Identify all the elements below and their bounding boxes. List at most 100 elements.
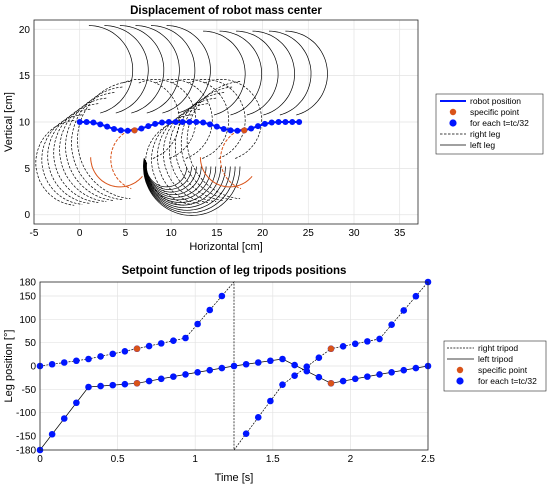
bottom-y-tick-label: 150: [19, 292, 36, 303]
left-tripod-sample-point: [291, 361, 298, 369]
specific-leg-curve: [110, 127, 137, 190]
top-x-axis-label: Horizontal [cm]: [189, 241, 262, 253]
specific-leg-curve: [90, 157, 143, 188]
legend-swatch-specific-point-2: [456, 366, 464, 374]
left-tripod-sample-point: [230, 362, 238, 370]
top-grid: [33, 20, 418, 224]
bottom-x-tick-label: 1.5: [266, 454, 280, 465]
robot-position-point: [186, 119, 193, 125]
top-x-tick-label: -5: [30, 228, 39, 239]
top-x-tick-label: 15: [211, 228, 223, 239]
right-tripod-sample-point: [60, 359, 68, 366]
left-leg-curve: [143, 157, 241, 216]
robot-position-point: [275, 119, 282, 125]
robot-position-point: [213, 123, 220, 130]
robot-position-point: [289, 119, 296, 125]
robot-position-point: [159, 119, 165, 126]
bottom-x-tick-label: 1: [192, 454, 198, 465]
bottom-y-tick-label: -150: [16, 432, 36, 443]
legend-swatch-each-t-2: [456, 377, 464, 385]
robot-position-point: [145, 123, 152, 130]
left-tripod-sample-point: [157, 375, 165, 383]
left-tripod-sample-point: [303, 367, 311, 375]
legend-right-leg: right leg: [470, 129, 501, 139]
left-tripod-sample-point: [109, 381, 117, 389]
right-leg-curve: [138, 79, 197, 159]
right-tripod-sample-point: [97, 353, 104, 360]
left-tripod-sample-point: [254, 359, 262, 366]
robot-position-point: [152, 120, 159, 127]
specific-leg-curve: [199, 157, 253, 188]
right-tripod-sample-point: [206, 306, 214, 314]
right-tripod-sample-point: [170, 337, 177, 344]
top-x-tick-label: 0: [77, 228, 83, 239]
right-leg-curve: [154, 79, 213, 159]
top-legend: robot position specific point for each t…: [435, 93, 544, 155]
right-tripod-sample-point: [73, 357, 80, 365]
left-leg-curve: [143, 159, 226, 209]
top-x-tick-label: 5: [123, 228, 129, 239]
bottom-x-axis-label: Time [s]: [215, 472, 254, 484]
right-leg-curve: [65, 92, 115, 201]
left-tripod-sample-point: [60, 415, 68, 422]
left-tripod-sample-point: [170, 373, 177, 380]
right-leg-curve: [47, 108, 91, 204]
left-tripod-sample-point: [400, 366, 408, 374]
left-tripod-sample-point: [242, 360, 250, 368]
robot-position-point: [268, 119, 275, 126]
left-leg-curve: [145, 161, 202, 196]
left-tripod-sample-point: [412, 364, 420, 372]
legend-each-t-2: for each t=tc/32: [478, 376, 537, 386]
left-leg-curve: [285, 30, 328, 116]
right-tripod-sample-point: [121, 348, 129, 355]
right-tripod-sample-point: [351, 340, 359, 348]
right-leg-curve: [59, 97, 107, 202]
left-tripod-sample-point: [73, 399, 80, 407]
right-leg-curve: [121, 79, 180, 159]
right-leg-curve: [204, 79, 263, 159]
left-tripod-sample-point: [351, 375, 359, 383]
bottom-y-tick-label: 50: [25, 338, 37, 349]
robot-position-point: [261, 120, 268, 127]
bottom-y-tick-label: -50: [22, 385, 37, 396]
left-tripod-sample-point: [121, 380, 129, 388]
bottom-x-tick-label: 2.5: [421, 454, 435, 465]
robot-position-point: [296, 119, 303, 125]
left-tripod-sample-point: [206, 366, 214, 374]
right-tripod-sample-point: [48, 360, 56, 368]
left-leg-curve: [143, 158, 231, 211]
left-tripod-sample-point: [48, 430, 56, 438]
top-y-tick-label: 0: [24, 210, 30, 221]
right-tripod-sample-point: [85, 355, 92, 363]
legend-left-tripod: left tripod: [478, 354, 513, 364]
left-tripod-sample-point: [315, 373, 323, 381]
robot-position-point: [97, 121, 104, 128]
left-tripod-sample-point: [194, 369, 201, 376]
right-tripod-sample-point: [267, 397, 274, 405]
right-tripod-sample-point: [254, 414, 262, 421]
left-leg-curve: [144, 159, 221, 206]
legend-left-leg: left leg: [470, 140, 495, 150]
top-y-tick-label: 20: [19, 25, 31, 36]
robot-position-point: [172, 119, 179, 125]
legend-robot-position: robot position: [470, 96, 521, 106]
bottom-x-tick-label: 0.5: [111, 454, 125, 465]
bottom-y-tick-label: 0: [30, 362, 36, 373]
right-tripod-sample-point: [388, 321, 395, 329]
left-leg-curve: [119, 25, 165, 114]
specific-point-marker: [131, 127, 138, 134]
left-tripod-sample-point: [364, 373, 371, 380]
robot-position-point: [248, 125, 255, 132]
legend-each-t: for each t=tc/32: [470, 118, 529, 128]
right-tripod-sample-point: [242, 430, 250, 437]
right-tripod-sample-point: [182, 334, 189, 342]
specific-point-marker: [327, 380, 335, 387]
right-tripod-sample-point: [339, 342, 347, 350]
robot-position-point: [227, 127, 234, 134]
robot-position-point: [220, 125, 227, 132]
top-chart-title: Displacement of robot mass center: [130, 5, 322, 17]
robot-position-point: [104, 123, 111, 130]
top-y-tick-label: 15: [19, 71, 31, 82]
right-tripod-sample-point: [157, 340, 165, 347]
